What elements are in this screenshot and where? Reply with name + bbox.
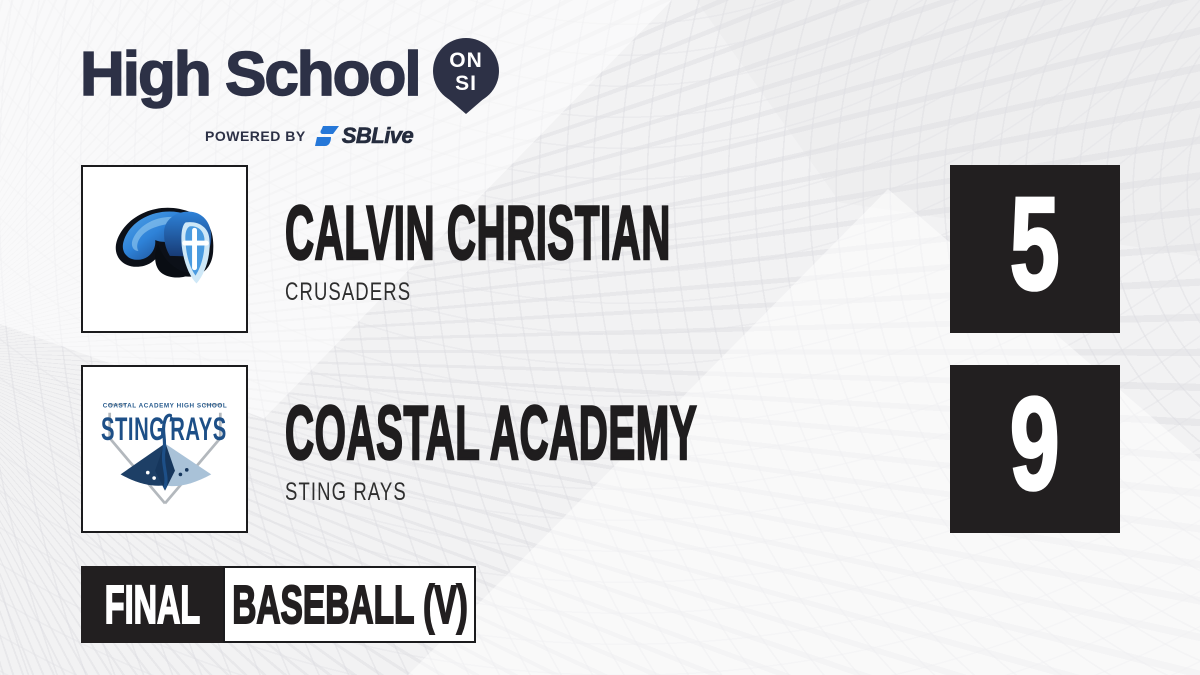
team-score: 9 xyxy=(1009,370,1061,517)
crest-word-rays: RAYS xyxy=(170,410,227,447)
coastal-academy-sting-rays-crest-icon: COASTAL ACADEMY HIGH SCHOOL STING RAYS xyxy=(100,402,227,505)
team-name: CALVIN CHRISTIAN xyxy=(284,191,671,276)
calvin-christian-crusader-helmet-icon xyxy=(115,207,213,284)
game-state-label: FINAL xyxy=(104,574,201,635)
team-mascot: STING RAYS xyxy=(285,478,407,506)
team-mascot: CRUSADERS xyxy=(285,278,412,306)
team-text-block: CALVIN CHRISTIAN CRUSADERS xyxy=(284,191,1013,306)
game-state-box: FINAL xyxy=(81,566,223,643)
pin-text-on: ON xyxy=(449,49,483,72)
coastal-academy-logo-box: COASTAL ACADEMY HIGH SCHOOL STING RAYS xyxy=(81,365,248,533)
event-type-box: BASEBALL (V) xyxy=(223,566,476,643)
crest-banner-text: COASTAL ACADEMY HIGH SCHOOL xyxy=(102,402,227,409)
event-type-label: BASEBALL (V) xyxy=(231,574,468,635)
sblive-logo: SBLive xyxy=(314,123,414,149)
brand-title: High School xyxy=(79,40,422,109)
powered-by-label: POWERED BY xyxy=(205,128,306,144)
team-text-block: COASTAL ACADEMY STING RAYS xyxy=(284,391,1063,506)
score-box-coastal-academy: 9 xyxy=(950,365,1120,533)
brand-header: High School ON SI POWERED BY SBLive xyxy=(79,36,502,149)
status-bar: FINAL BASEBALL (V) xyxy=(81,566,476,643)
sblive-bolt-icon xyxy=(314,126,339,146)
pin-text-si: SI xyxy=(455,72,477,95)
crest-word-sting: STING xyxy=(100,410,165,447)
team-score: 5 xyxy=(1009,170,1061,317)
team-row-coastal-academy: COASTAL ACADEMY HIGH SCHOOL STING RAYS xyxy=(81,365,1120,533)
team-name: COASTAL ACADEMY xyxy=(284,391,698,476)
score-box-calvin-christian: 5 xyxy=(950,165,1120,333)
sblive-wordmark: SBLive xyxy=(341,123,414,149)
team-row-calvin-christian: CALVIN CHRISTIAN CRUSADERS 5 xyxy=(81,165,1120,333)
calvin-christian-logo-box xyxy=(81,165,248,333)
onsi-pin-icon: ON SI xyxy=(430,36,502,119)
